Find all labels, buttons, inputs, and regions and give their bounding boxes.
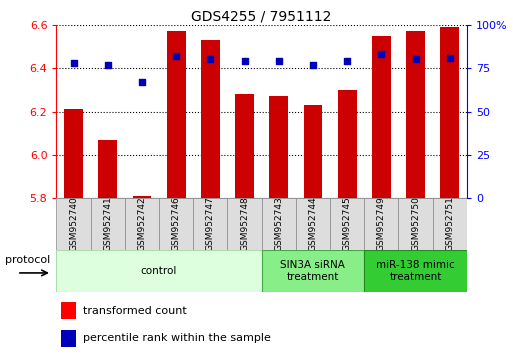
FancyBboxPatch shape: [364, 198, 399, 250]
Point: [69, 60, 77, 66]
Title: GDS4255 / 7951112: GDS4255 / 7951112: [191, 10, 332, 24]
FancyBboxPatch shape: [193, 198, 227, 250]
Text: GSM952741: GSM952741: [103, 196, 112, 251]
Text: GSM952744: GSM952744: [308, 196, 318, 251]
FancyBboxPatch shape: [56, 250, 262, 292]
Text: control: control: [141, 266, 177, 276]
FancyBboxPatch shape: [364, 250, 467, 292]
FancyBboxPatch shape: [262, 198, 296, 250]
FancyBboxPatch shape: [330, 198, 364, 250]
Point: [377, 51, 385, 57]
Bar: [338, 90, 357, 198]
FancyBboxPatch shape: [125, 198, 159, 250]
Text: GSM952750: GSM952750: [411, 196, 420, 251]
Text: transformed count: transformed count: [83, 306, 186, 316]
Point: [138, 79, 146, 85]
Point: [104, 62, 112, 68]
Text: GSM952742: GSM952742: [137, 196, 146, 251]
Bar: [269, 96, 288, 198]
Bar: [201, 40, 220, 198]
Point: [274, 58, 283, 64]
Bar: [132, 196, 151, 198]
FancyBboxPatch shape: [296, 198, 330, 250]
FancyBboxPatch shape: [262, 250, 364, 292]
Bar: [235, 94, 254, 198]
FancyBboxPatch shape: [227, 198, 262, 250]
Text: GSM952749: GSM952749: [377, 196, 386, 251]
Text: miR-138 mimic
treatment: miR-138 mimic treatment: [376, 260, 455, 282]
Text: GSM952748: GSM952748: [240, 196, 249, 251]
Bar: [98, 140, 117, 198]
Point: [206, 57, 214, 62]
Point: [343, 58, 351, 64]
FancyBboxPatch shape: [399, 198, 432, 250]
Point: [411, 57, 420, 62]
Text: protocol: protocol: [5, 255, 50, 265]
Bar: [372, 36, 391, 198]
FancyBboxPatch shape: [432, 198, 467, 250]
Bar: [406, 31, 425, 198]
Text: GSM952740: GSM952740: [69, 196, 78, 251]
Point: [172, 53, 180, 59]
Point: [446, 55, 454, 61]
Point: [241, 58, 249, 64]
Bar: [61, 330, 76, 347]
Text: GSM952745: GSM952745: [343, 196, 351, 251]
Bar: [304, 105, 322, 198]
Text: percentile rank within the sample: percentile rank within the sample: [83, 333, 270, 343]
FancyBboxPatch shape: [159, 198, 193, 250]
Text: SIN3A siRNA
treatment: SIN3A siRNA treatment: [281, 260, 345, 282]
Text: GSM952751: GSM952751: [445, 196, 454, 251]
Text: GSM952746: GSM952746: [172, 196, 181, 251]
Bar: [167, 31, 186, 198]
Text: GSM952743: GSM952743: [274, 196, 283, 251]
Bar: [61, 302, 76, 319]
Bar: [440, 27, 459, 198]
Bar: [64, 109, 83, 198]
Point: [309, 62, 317, 68]
FancyBboxPatch shape: [91, 198, 125, 250]
Text: GSM952747: GSM952747: [206, 196, 215, 251]
FancyBboxPatch shape: [56, 198, 91, 250]
